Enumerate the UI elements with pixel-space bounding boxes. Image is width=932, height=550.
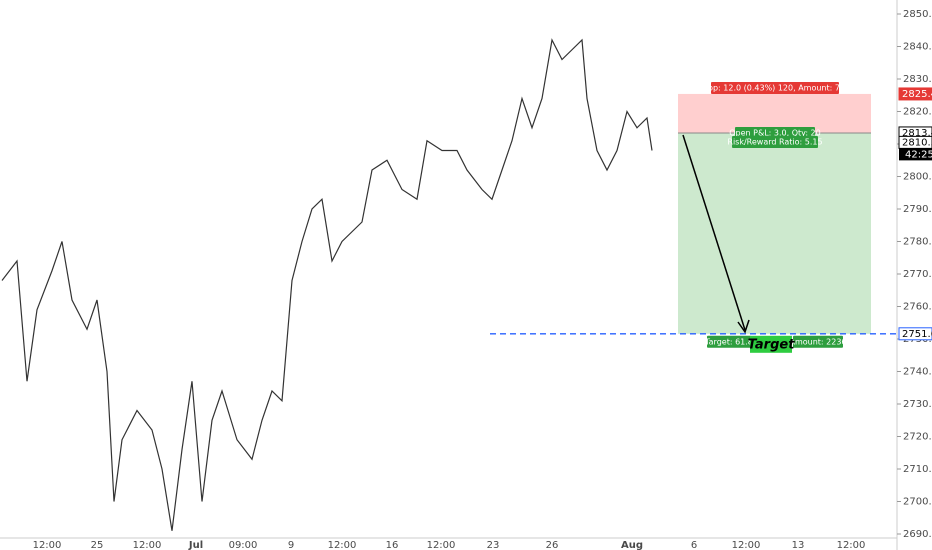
- y-tick-label: 2740.0: [903, 367, 932, 378]
- x-tick-label: 23: [487, 540, 500, 550]
- x-tick-label: 12:00: [732, 540, 761, 550]
- x-tick-label: 13: [792, 540, 805, 550]
- x-tick-label: 9: [288, 540, 294, 550]
- price-tag: 2813.4: [902, 128, 932, 139]
- price-tag-bg: [898, 87, 932, 101]
- arrow-head: [737, 319, 750, 334]
- annotation: Target: [748, 337, 796, 352]
- arrow: [682, 134, 746, 331]
- y-tick-label: 2820.0: [903, 107, 932, 118]
- countdown: 42:25: [905, 149, 932, 160]
- label: Target: 61.8: [704, 337, 753, 346]
- x-tick-label: 12:00: [427, 540, 456, 550]
- x-tick-label: 6: [691, 540, 697, 550]
- y-tick-label: 2760.0: [903, 302, 932, 313]
- x-tick-label: 12:00: [328, 540, 357, 550]
- y-tick-label: 2790.0: [903, 204, 932, 215]
- x-tick-label: 12:00: [133, 540, 162, 550]
- x-tick-label: Jul: [188, 540, 203, 550]
- y-tick-label: 2840.0: [903, 42, 932, 53]
- y-tick-label: 2720.0: [903, 432, 932, 443]
- x-tick-label: 16: [386, 540, 399, 550]
- price-tag: 2825.4: [902, 89, 932, 100]
- price-tag-bg: [898, 327, 932, 341]
- label-bg: [707, 335, 751, 348]
- x-tick-label: 26: [546, 540, 559, 550]
- x-tick-label: 12:00: [33, 540, 62, 550]
- y-tick-label: 2770.0: [903, 269, 932, 280]
- price-tag: 2751.6: [902, 329, 932, 340]
- x-tick-label: Aug: [621, 540, 643, 550]
- y-tick-label: 2700.0: [903, 497, 932, 508]
- x-tick-label: 25: [91, 540, 104, 550]
- y-tick-label: 2690.0: [903, 529, 932, 540]
- stop-zone: [678, 93, 871, 133]
- x-tick-label: 12:00: [837, 540, 866, 550]
- y-tick-label: 2850.0: [903, 9, 932, 20]
- label: Risk/Reward Ratio: 5.15: [727, 137, 822, 146]
- y-tick-label: 2830.0: [903, 74, 932, 85]
- price-line: [1, 38, 653, 531]
- label: Stop: 12.0 (0.43%) 120, Amount: 760: [700, 83, 850, 92]
- label-bg: [732, 135, 818, 148]
- label: Amount: 2236: [789, 337, 846, 346]
- countdown-bg: [899, 148, 932, 161]
- x-tick-label: 09:00: [229, 540, 258, 550]
- label-bg: [711, 81, 839, 94]
- y-tick-label: 2800.0: [903, 172, 932, 183]
- y-tick-label: 2780.0: [903, 237, 932, 248]
- y-tick-label: 2710.0: [903, 464, 932, 475]
- label: Open P&L: 3.0, Qty: 20: [729, 128, 820, 137]
- target-zone: [678, 132, 871, 334]
- y-tick-label: 2730.0: [903, 399, 932, 410]
- label-bg: [793, 335, 843, 348]
- annotation-bg: [750, 335, 792, 353]
- price-tag: 2810.5: [902, 137, 932, 148]
